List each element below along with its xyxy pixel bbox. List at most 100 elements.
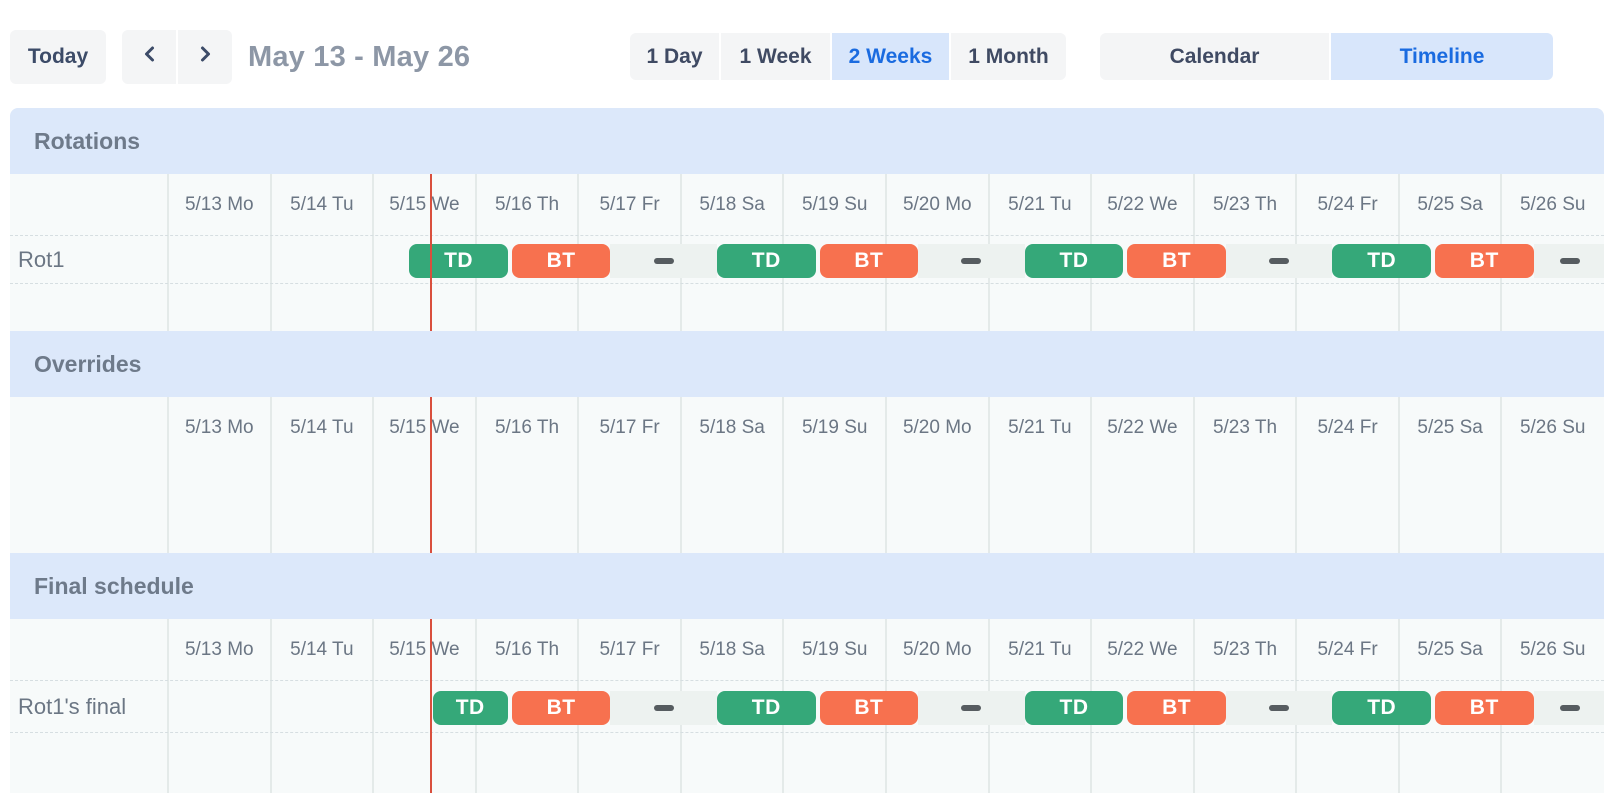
day-header-cell: 5/21 Tu xyxy=(1008,416,1072,438)
empty-slot-dash-icon xyxy=(1269,704,1290,711)
empty-slot-dash-icon xyxy=(1559,704,1580,711)
shift-bar-td[interactable]: TD xyxy=(1332,243,1431,278)
day-header-cell: 5/20 Mo xyxy=(902,638,972,660)
empty-slot-dash-icon xyxy=(1559,257,1580,264)
now-indicator-line xyxy=(429,619,432,793)
day-header-cell: 5/26 Su xyxy=(1519,416,1586,438)
today-button[interactable]: Today xyxy=(10,30,106,84)
empty-slot-dash-icon xyxy=(653,704,674,711)
shift-bar-td[interactable]: TD xyxy=(717,690,816,725)
next-button[interactable] xyxy=(178,30,232,84)
day-header-cell: 5/13 Mo xyxy=(184,416,254,438)
row-label: Rot1's final xyxy=(18,693,127,719)
day-header-cell: 5/22 We xyxy=(1107,416,1178,438)
day-header-cell: 5/17 Fr xyxy=(599,416,660,438)
shift-bar-bt[interactable]: BT xyxy=(1127,690,1226,725)
section-title: Final schedule xyxy=(34,572,194,599)
shift-bar-td[interactable]: TD xyxy=(1024,243,1124,278)
shift-bar-td[interactable]: TD xyxy=(432,690,508,725)
day-header-cell: 5/15 We xyxy=(389,638,460,660)
shift-bar-bt[interactable]: BT xyxy=(1435,243,1534,278)
grid-column-line xyxy=(269,619,272,793)
grid-column-line xyxy=(269,174,272,331)
grid-column-line xyxy=(269,397,272,553)
shift-bar-td[interactable]: TD xyxy=(1024,690,1124,725)
shift-bar-bt[interactable]: BT xyxy=(511,690,611,725)
grid-column-line xyxy=(885,397,887,553)
now-indicator-line xyxy=(429,174,432,331)
view-2-weeks-button[interactable]: 2 Weeks xyxy=(832,33,949,80)
day-header-cell: 5/15 We xyxy=(389,193,460,215)
day-header-cell: 5/13 Mo xyxy=(184,193,254,215)
grid-column-line xyxy=(167,174,169,331)
day-header-cell: 5/16 Th xyxy=(494,416,560,438)
day-header-cell: 5/23 Th xyxy=(1212,638,1278,660)
now-indicator-line xyxy=(429,397,432,553)
day-header-cell: 5/18 Sa xyxy=(699,193,765,215)
calendar-mode-button[interactable]: Calendar xyxy=(1100,33,1329,80)
day-header-cell: 5/13 Mo xyxy=(184,638,254,660)
grid-column-line xyxy=(372,619,375,793)
shift-bar-bt[interactable]: BT xyxy=(819,243,919,278)
empty-slot-dash-icon xyxy=(961,704,982,711)
grid-column-line xyxy=(474,397,477,553)
day-header-cell: 5/18 Sa xyxy=(699,416,765,438)
day-header-cell: 5/23 Th xyxy=(1212,416,1278,438)
prev-button[interactable] xyxy=(122,30,176,84)
day-header-cell: 5/19 Su xyxy=(801,638,868,660)
shift-bar-bt[interactable]: BT xyxy=(1435,690,1534,725)
empty-slot-dash-icon xyxy=(1269,257,1290,264)
section-content-overrides: 5/13 Mo 5/14 Tu 5/15 We 5/16 Th 5/17 Fr 5/18 … xyxy=(10,397,1604,553)
section-content-final: 5/13 Mo 5/14 Tu 5/15 We 5/16 Th 5/17 Fr 5/18 … xyxy=(10,619,1604,793)
day-header-cell: 5/21 Tu xyxy=(1008,193,1072,215)
day-header-cell: 5/14 Tu xyxy=(290,638,354,660)
empty-slot-dash-icon xyxy=(653,257,674,264)
day-header-cell: 5/25 Sa xyxy=(1417,193,1483,215)
day-header-cell: 5/24 Fr xyxy=(1317,416,1378,438)
chevron-right-icon xyxy=(198,44,213,70)
day-header-cell: 5/22 We xyxy=(1107,638,1178,660)
view-1-month-button[interactable]: 1 Month xyxy=(951,33,1066,80)
schedule-row: Rot1 TD BT TD BT TD BT TD BT xyxy=(10,235,1604,284)
grid-column-line xyxy=(1090,397,1093,553)
shift-bar-td[interactable]: TD xyxy=(409,243,508,278)
day-header-cell: 5/19 Su xyxy=(801,416,868,438)
shift-bar-bt[interactable]: BT xyxy=(819,690,919,725)
day-header-cell: 5/23 Th xyxy=(1212,193,1278,215)
view-1-day-button[interactable]: 1 Day xyxy=(630,33,719,80)
grid-column-line xyxy=(1397,397,1400,553)
grid-column-line xyxy=(1295,397,1298,553)
section-header-overrides: Overrides xyxy=(10,331,1604,397)
shift-bar-bt[interactable]: BT xyxy=(1127,243,1226,278)
empty-slot-dash-icon xyxy=(961,257,982,264)
section-title: Rotations xyxy=(34,127,141,154)
section-header-rotations: Rotations xyxy=(10,108,1604,174)
timeline-mode-button[interactable]: Timeline xyxy=(1331,33,1553,80)
shift-bar-bt[interactable]: BT xyxy=(511,243,611,278)
day-header-cell: 5/24 Fr xyxy=(1317,638,1378,660)
grid-column-line xyxy=(372,397,375,553)
day-header-cell: 5/22 We xyxy=(1107,193,1178,215)
day-header-cell: 5/21 Tu xyxy=(1008,638,1072,660)
grid-column-line xyxy=(167,397,169,553)
grid-column-line xyxy=(372,174,375,331)
day-header-cell: 5/17 Fr xyxy=(599,638,660,660)
shift-bar-td[interactable]: TD xyxy=(717,243,816,278)
day-header-cell: 5/19 Su xyxy=(801,193,868,215)
view-1-week-button[interactable]: 1 Week xyxy=(721,33,830,80)
day-header-cell: 5/26 Su xyxy=(1519,193,1586,215)
section-header-final: Final schedule xyxy=(10,553,1604,619)
day-header-cell: 5/26 Su xyxy=(1519,638,1586,660)
section-title: Overrides xyxy=(34,350,142,377)
grid-column-line xyxy=(679,397,682,553)
grid-column-line xyxy=(1500,397,1503,553)
day-header-cell: 5/14 Tu xyxy=(290,193,354,215)
shift-bar-td[interactable]: TD xyxy=(1332,690,1431,725)
toolbar: Today May 13 - May 26 1 Day 1 Week 2 Wee… xyxy=(0,0,1616,104)
grid-column-line xyxy=(1192,397,1195,553)
day-header-cell: 5/24 Fr xyxy=(1317,193,1378,215)
section-content-rotations: 5/13 Mo 5/14 Tu 5/15 We 5/16 Th 5/17 Fr 5/18 … xyxy=(10,174,1604,331)
grid-column-line xyxy=(577,397,580,553)
day-header-cell: 5/18 Sa xyxy=(699,638,765,660)
